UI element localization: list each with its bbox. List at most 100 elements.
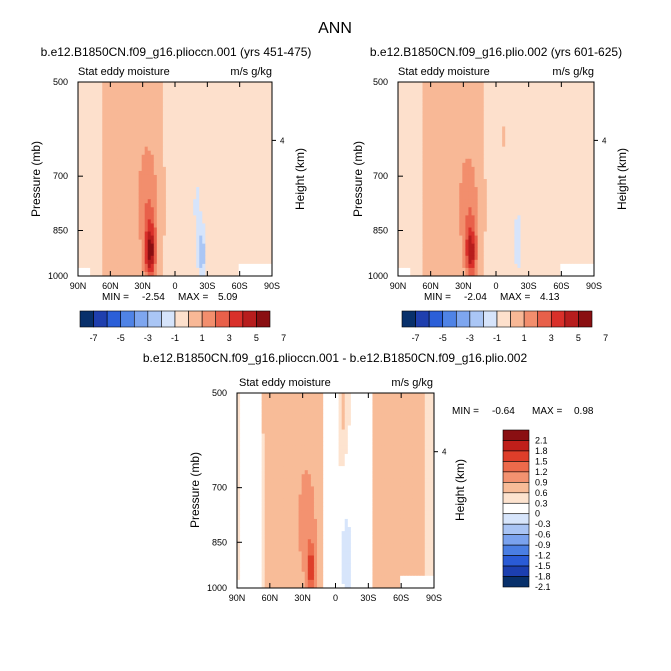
- heatmap-cell: [193, 239, 197, 245]
- heatmap-cell: [190, 235, 194, 241]
- heatmap-cell: [135, 122, 140, 127]
- heatmap-cell: [226, 199, 230, 204]
- heatmap-cell: [229, 142, 233, 148]
- heatmap-cell: [211, 259, 215, 265]
- heatmap-cell: [135, 203, 140, 208]
- heatmap-cell: [123, 271, 127, 277]
- heatmap-cell: [514, 142, 518, 148]
- heatmap-cell: [235, 166, 240, 172]
- heatmap-cell: [87, 223, 91, 228]
- heatmap-cell: [422, 158, 426, 164]
- heatmap-cell: [193, 195, 197, 200]
- heatmap-cell: [450, 183, 454, 188]
- heatmap-cell: [541, 126, 546, 131]
- heatmap-cell: [171, 138, 176, 144]
- heatmap-cell: [193, 191, 197, 196]
- heatmap-cell: [244, 191, 249, 196]
- heatmap-cell: [120, 191, 124, 196]
- heatmap-cell: [474, 122, 479, 127]
- heatmap-cell: [205, 150, 209, 156]
- heatmap-cell: [162, 211, 167, 216]
- heatmap-cell: [581, 158, 586, 164]
- heatmap-cell: [502, 154, 506, 160]
- heatmap-cell: [250, 179, 255, 184]
- heatmap-cell: [184, 219, 188, 224]
- heatmap-cell: [105, 179, 109, 184]
- heatmap-cell: [84, 170, 88, 176]
- heatmap-cell: [102, 263, 106, 269]
- heatmap-cell: [99, 174, 103, 180]
- heatmap-cell: [456, 142, 460, 148]
- heatmap-cell: [462, 166, 466, 172]
- heatmap-cell: [256, 203, 261, 208]
- heatmap-cell: [196, 170, 200, 176]
- heatmap-cell: [514, 154, 518, 160]
- heatmap-cell: [398, 106, 402, 111]
- heatmap-cell: [404, 98, 408, 103]
- heatmap-cell: [413, 98, 417, 103]
- heatmap-cell: [105, 199, 109, 204]
- heatmap-cell: [486, 90, 491, 95]
- heatmap-cell: [208, 162, 212, 168]
- heatmap-cell: [99, 231, 103, 236]
- heatmap-cell: [223, 219, 227, 224]
- heatmap-cell: [244, 166, 249, 172]
- heatmap-cell: [147, 158, 152, 164]
- heatmap-cell: [428, 130, 433, 135]
- heatmap-cell: [93, 247, 97, 253]
- heatmap-cell: [214, 86, 218, 91]
- heatmap-cell: [226, 231, 230, 236]
- heatmap-cell: [120, 199, 124, 204]
- heatmap-cell: [514, 187, 518, 192]
- heatmap-cell: [84, 235, 88, 241]
- heatmap-cell: [572, 86, 577, 91]
- heatmap-cell: [256, 98, 261, 103]
- heatmap-cell: [410, 158, 414, 164]
- heatmap-cell: [465, 82, 469, 87]
- heatmap-cell: [404, 110, 408, 115]
- heatmap-cell: [247, 114, 252, 119]
- heatmap-cell: [123, 195, 127, 200]
- heatmap-cell: [431, 187, 436, 192]
- heatmap-cell: [141, 239, 146, 245]
- heatmap-cell: [175, 106, 179, 111]
- heatmap-cell: [523, 118, 528, 123]
- heatmap-cell: [241, 118, 246, 123]
- heatmap-cell: [162, 235, 167, 241]
- heatmap-cell: [126, 102, 130, 107]
- heatmap-cell: [153, 231, 158, 236]
- heatmap-cell: [545, 142, 549, 148]
- heatmap-cell: [93, 126, 97, 131]
- heatmap-cell: [499, 102, 503, 107]
- heatmap-cell: [407, 154, 411, 160]
- heatmap-cell: [398, 114, 402, 119]
- heatmap-cell: [96, 154, 100, 160]
- heatmap-cell: [587, 106, 592, 111]
- heatmap-cell: [117, 142, 121, 148]
- heatmap-cell: [108, 199, 112, 204]
- heatmap-cell: [410, 174, 414, 180]
- heatmap-cell: [168, 142, 173, 148]
- heatmap-cell: [499, 118, 503, 123]
- heatmap-cell: [129, 138, 133, 144]
- heatmap-cell: [90, 146, 94, 152]
- heatmap-cell: [560, 94, 564, 99]
- heatmap-cell: [541, 106, 546, 111]
- heatmap-cell: [244, 138, 249, 144]
- heatmap-cell: [211, 227, 215, 232]
- heatmap-cell: [135, 239, 140, 245]
- heatmap-cell: [416, 187, 420, 192]
- heatmap-cell: [111, 247, 115, 253]
- heatmap-cell: [508, 179, 512, 184]
- heatmap-cell: [514, 166, 518, 172]
- heatmap-cell: [159, 166, 164, 172]
- heatmap-cell: [569, 110, 573, 115]
- heatmap-cell: [217, 207, 221, 212]
- heatmap-cell: [253, 110, 258, 115]
- heatmap-cell: [529, 110, 534, 115]
- heatmap-cell: [492, 102, 497, 107]
- heatmap-cell: [132, 174, 136, 180]
- heatmap-cell: [123, 142, 127, 148]
- heatmap-cell: [238, 211, 243, 216]
- heatmap-cell: [96, 235, 100, 241]
